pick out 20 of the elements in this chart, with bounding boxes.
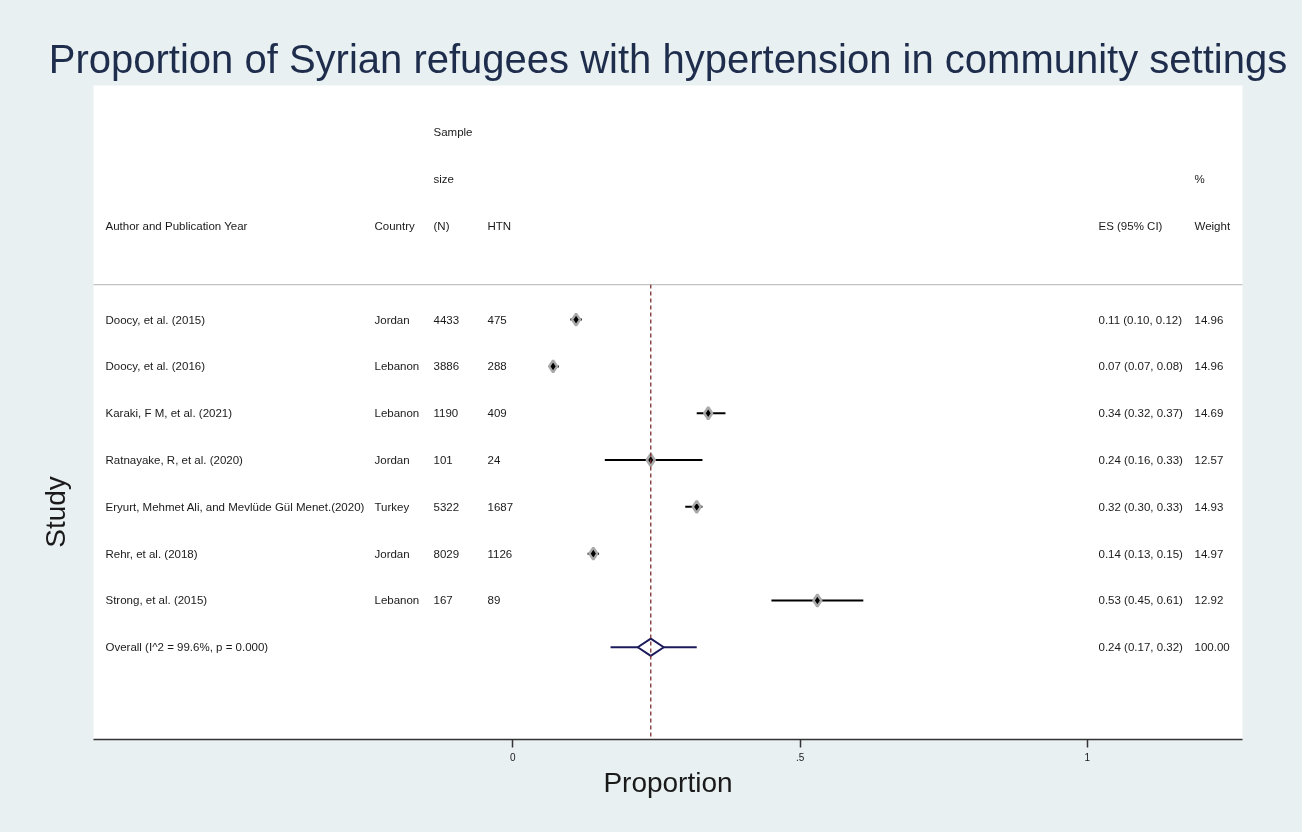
y-tick-label: Overall (I^2 = 99.6%, p = 0.000)	[105, 641, 269, 654]
y-tick-label: Eryurt, Mehmet Ali, and Mevlüde Gül Menet.(2020)	[105, 500, 365, 513]
y-tick-label: Doocy, et al. (2016)	[105, 360, 206, 373]
y-tick-label: Rehr, et al. (2018)	[105, 547, 198, 560]
text: Sample size (N) 4433 3886 1190 101 5322 8029 167	[433, 126, 473, 607]
x-tick-label: 1	[1084, 751, 1091, 763]
x-tick-label: .5	[795, 751, 805, 763]
text: HTN 475 288 409 24 1687 1126 89	[487, 219, 514, 607]
y-tick-label: Strong, et al. (2015)	[105, 594, 208, 607]
y-tick-label: Ratnayake, R, et al. (2020)	[105, 454, 244, 467]
y-tick-label: Doocy, et al. (2015)	[105, 313, 206, 326]
text: Author and Publication Year	[105, 219, 248, 232]
y-tick-label: Karaki, F M, et al. (2021)	[105, 407, 233, 420]
text: ES (95% CI) 0.11 (0.10, 0.12) 0.07 (0.07, 0.08) 0.34 (0.32, 0.37) 0.24 (0.16, 0.33) 0.32 (0.30, 0.33) 0.14 (0.13, 0.15) 0.53 (0.45, 0.61) 0.24 (0.17, 0.32)	[1098, 219, 1183, 654]
x-axis-title: Proportion	[603, 766, 733, 798]
text: Country Jordan Lebanon Lebanon Jordan Turkey Jordan Lebanon	[374, 219, 420, 607]
chart-title: Proportion of Syrian refugees with hypertension in community settings	[48, 36, 1288, 81]
x-tick-label: 0	[510, 751, 517, 763]
y-axis-title: Study	[39, 476, 71, 548]
text: % Weight 14.96 14.96 14.69 12.57 14.93 14.97 12.92 100.00	[1194, 173, 1231, 654]
